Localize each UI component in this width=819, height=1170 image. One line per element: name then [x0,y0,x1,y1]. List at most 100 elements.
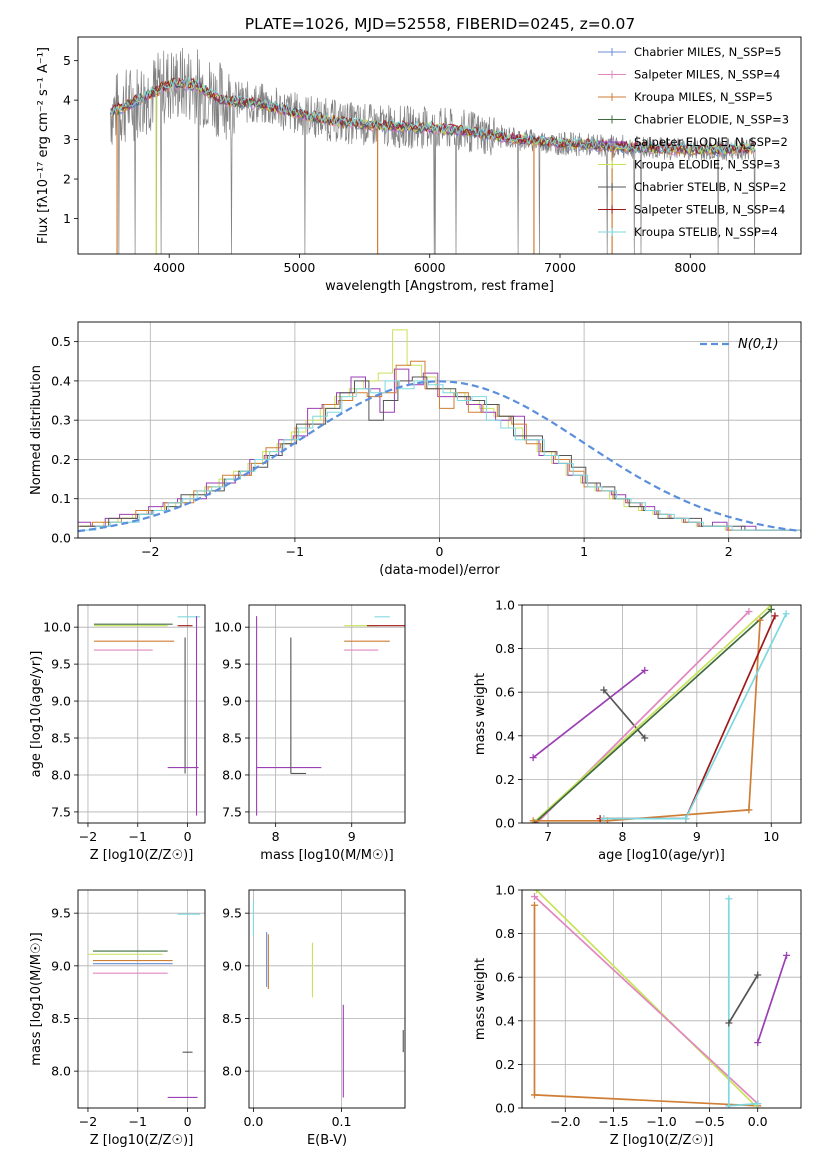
legend-label: Chabrier STELIB, N_SSP=2 [634,180,786,194]
x-tick-label: 6000 [414,260,446,275]
grid-age-vs-mass [249,605,405,823]
weight-line-4 [534,608,772,823]
x-tick-label: 0 [184,1114,192,1129]
data-point [771,612,779,620]
data-point [600,815,608,823]
axes-frame [248,889,406,1109]
legend-label: Kroupa ELODIE, N_SSP=3 [634,158,780,172]
y-tick-label: 0.0 [495,816,515,831]
plot-area-weight-vs-age [529,605,790,823]
x-axis-label: Z [log10(Z/Z☉)] [90,848,194,863]
y-tick-label: 9.0 [51,958,71,973]
legend-label: Salpeter ELODIE, N_SSP=2 [634,135,788,149]
y-tick-label: 0.4 [495,728,515,743]
panel-mass-vs-z: −2 −1 0 8.0 8.5 9.0 9.5 Z [log10(Z/Z☉)] mass [lo… [29,889,206,1148]
y-tick-label: 8.5 [51,1011,71,1026]
y-tick-label: 0.4 [51,373,71,388]
axes-frame [521,889,802,1109]
x-tick-label: −2 [79,829,97,844]
x-axis-label: Z [log10(Z/Z☉)] [610,1133,714,1148]
x-tick-label: 0.1 [332,1114,352,1129]
data-point [531,901,539,909]
x-tick-label: −1 [129,829,147,844]
y-tick-label: 9.0 [222,694,242,709]
weight-line-0 [532,669,646,759]
y-tick-label: 8.5 [222,1011,242,1026]
axes-frame [248,604,406,824]
y-axis-label: mass [log10(M/M☉)] [29,932,44,1065]
legend: N(0,1) [700,337,779,352]
x-tick-label: −1 [286,544,304,559]
data-point [600,686,608,694]
y-axis-label: mass weight [473,673,488,755]
x-tick-label: −1.5 [598,1114,628,1129]
weight-line-3 [727,898,758,1107]
data-point [725,895,733,903]
legend-label: Salpeter MILES, N_SSP=4 [634,68,780,82]
y-tick-label: 7.5 [51,804,71,819]
model-spectrum-5 [110,78,755,156]
weight-line-1 [603,689,646,739]
panel-weight-vs-age: 7 8 9 10 0.0 0.2 0.4 0.6 0.8 1.0 age [log10(age/yr… [473,598,802,863]
x-tick-label: −1 [129,1114,147,1129]
x-axis-label: age [log10(age/yr)] [598,848,725,863]
x-tick-label: −0.5 [694,1114,724,1129]
grid-residual-histogram [78,322,801,539]
x-tick-label: 1 [580,544,588,559]
y-tick-label: 9.5 [51,906,71,921]
legend-label: Kroupa STELIB, N_SSP=4 [634,225,778,239]
axes-frame [77,321,802,539]
x-tick-label: 9 [693,829,701,844]
weight-line-2 [533,895,759,1105]
data-point [531,1091,539,1099]
y-axis-label: Flux [fλ10⁻¹⁷ erg cm⁻² s⁻¹ A⁻¹] [36,47,51,244]
data-point [783,951,791,959]
grid-mass-vs-z [78,890,205,1108]
plot-area-mass-vs-z [87,913,201,1099]
panel-residual-histogram: −2 −1 0 1 2 0.0 0.1 0.2 0.3 0.4 0.5 (data-model)/er… [29,321,802,578]
x-tick-label: −2 [141,544,159,559]
y-tick-label: 8.5 [222,731,242,746]
y-tick-label: 9.5 [51,657,71,672]
weight-line-5 [533,620,761,822]
axes-frame [77,889,206,1109]
data-point [529,817,537,823]
gaussian-curve [78,380,801,533]
legend-label: Chabrier MILES, N_SSP=5 [634,45,781,59]
y-tick-label: 8.5 [51,731,71,746]
y-tick-label: 5 [63,53,71,68]
plot-area-age-vs-mass [256,616,405,816]
axes-frame [521,604,802,824]
model-spectrum-8 [110,76,756,155]
figure-title: PLATE=1026, MJD=52558, FIBERID=0245, z=0… [245,15,635,33]
y-tick-label: 3 [63,132,71,147]
x-tick-label: 5000 [284,260,316,275]
y-tick-label: 0.2 [495,772,515,787]
legend-label: Kroupa MILES, N_SSP=5 [634,90,773,104]
y-tick-label: 0.5 [51,334,71,349]
y-tick-label: 0.3 [51,413,71,428]
weight-line-5 [756,955,788,1043]
x-tick-label: 7 [544,829,552,844]
legend-label: N(0,1) [738,337,779,352]
data-point [745,806,753,814]
y-tick-label: 0.6 [495,685,515,700]
x-tick-label: 0 [184,829,192,844]
weight-line-4 [728,974,759,1024]
y-tick-label: 1.0 [495,883,515,898]
x-tick-label: 8 [272,829,280,844]
x-axis-label: Z [log10(Z/Z☉)] [90,1133,194,1148]
y-tick-label: 0.2 [495,1057,515,1072]
x-tick-label: 0.0 [243,1114,263,1129]
x-tick-label: −2 [79,1114,97,1129]
y-tick-label: 8.0 [51,767,71,782]
y-tick-label: 0.4 [495,1013,515,1028]
y-tick-label: 8.0 [51,1064,71,1079]
plot-area-weight-vs-z [531,890,791,1108]
x-tick-label: 4000 [153,260,185,275]
data-point [754,1039,762,1047]
data-point [641,734,649,742]
y-tick-label: 2 [63,172,71,187]
panel-weight-vs-z: −2.0 −1.5 −1.0 −0.5 0.0 0.0 0.2 0.4 0.6 0.8 1.0 Z [… [473,883,802,1148]
legend: Chabrier MILES, N_SSP=5 Salpeter MILES, N… [598,45,789,239]
